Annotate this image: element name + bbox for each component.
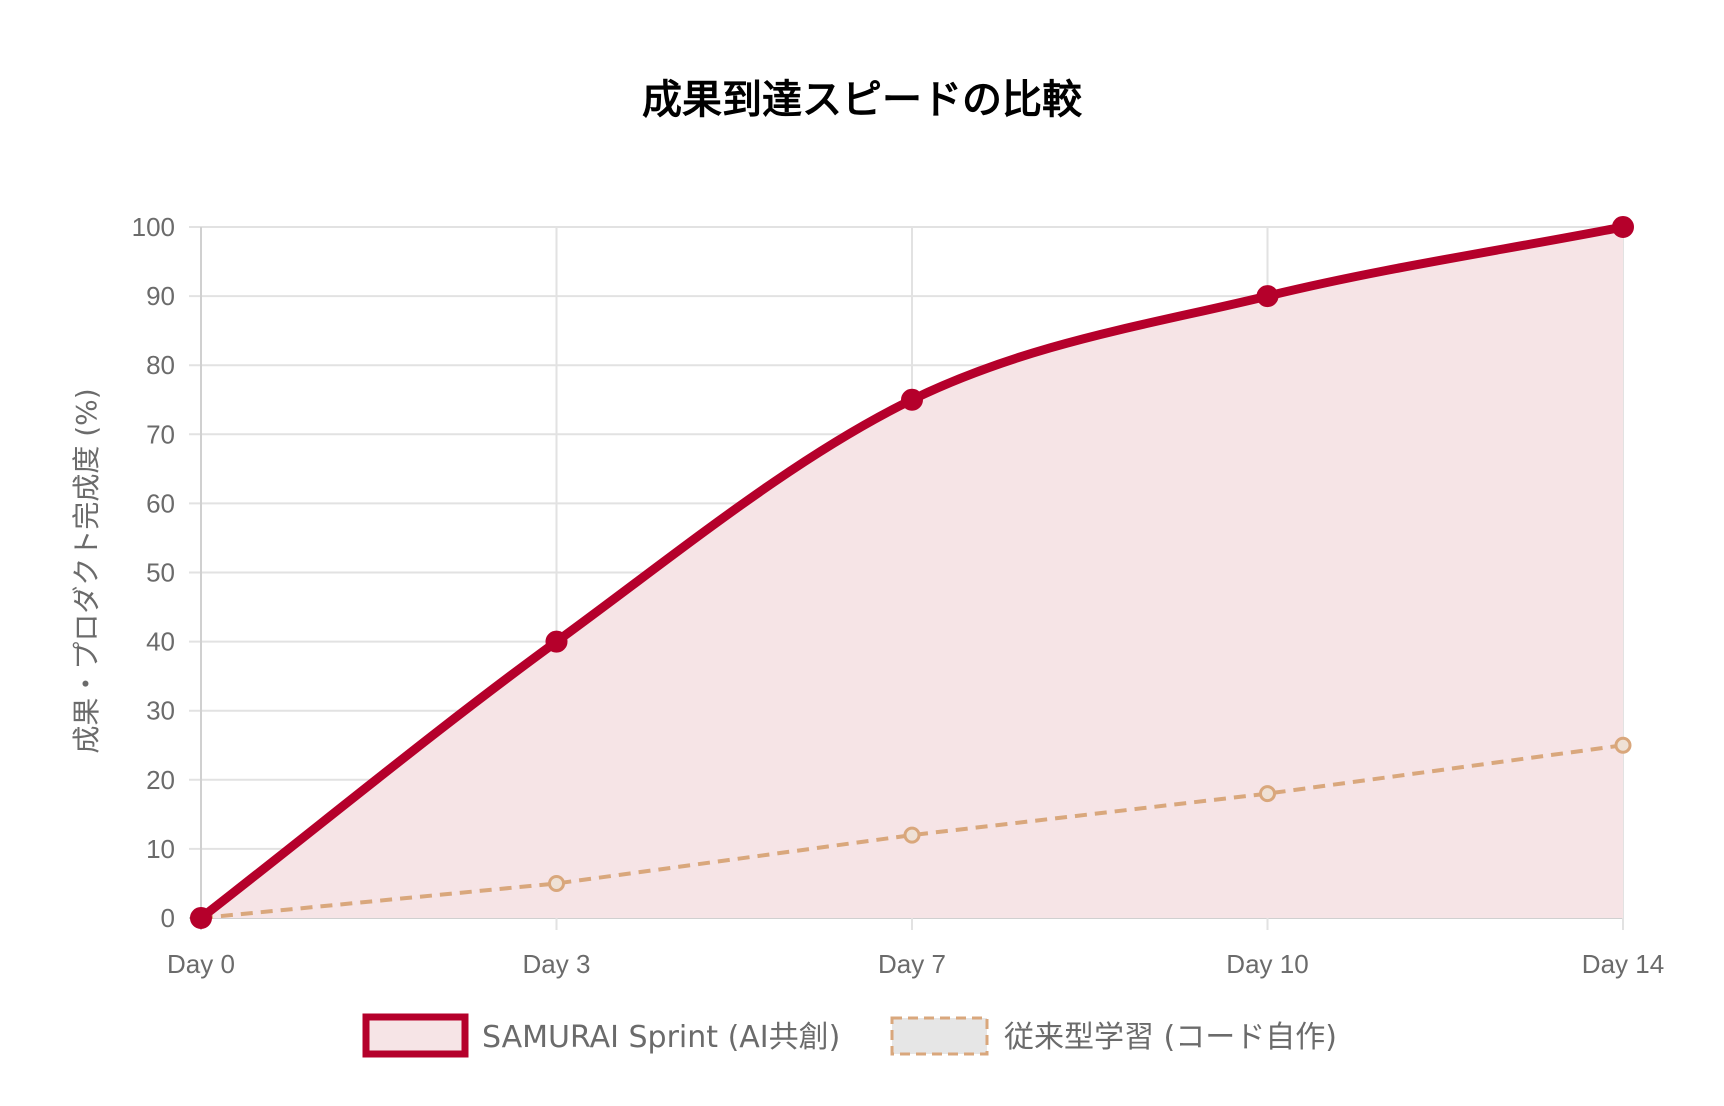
- legend-item-traditional[interactable]: 従来型学習 (コード自作): [890, 1016, 1337, 1056]
- point-samurai-4: [1612, 216, 1634, 238]
- chart-title: 成果到達スピードの比較: [642, 77, 1083, 123]
- series: [190, 216, 1634, 929]
- y-tick-label-20: 20: [146, 765, 175, 795]
- y-tick-label-70: 70: [146, 419, 175, 449]
- point-traditional-4: [1614, 736, 1632, 754]
- legend-swatch-traditional: [890, 1016, 989, 1056]
- point-traditional-1: [548, 874, 565, 892]
- legend-item-samurai[interactable]: SAMURAI Sprint (AI共創): [362, 1013, 840, 1058]
- y-axis-label: 成果・プロダクト完成度 (%): [70, 388, 103, 753]
- point-traditional-2: [903, 826, 921, 844]
- point-samurai-2: [901, 388, 923, 411]
- y-tick-label-40: 40: [146, 627, 175, 657]
- point-traditional-3: [1259, 785, 1276, 803]
- y-tick-label-10: 10: [146, 834, 175, 864]
- y-tick-label-100: 100: [132, 212, 175, 242]
- y-tick-label-60: 60: [146, 488, 175, 518]
- y-tick-label-0: 0: [161, 903, 175, 933]
- legend-swatch-samurai: [362, 1013, 469, 1058]
- point-samurai-3: [1256, 285, 1279, 308]
- y-tick-label-30: 30: [146, 696, 175, 726]
- y-tick-label-50: 50: [146, 558, 175, 588]
- x-tick-label-3: Day 10: [1226, 949, 1308, 979]
- point-samurai-0: [190, 907, 212, 929]
- x-tick-label-0: Day 0: [167, 949, 235, 979]
- y-tick-label-80: 80: [146, 350, 175, 380]
- x-tick-label-2: Day 7: [878, 949, 946, 979]
- x-axis-ticks: Day 0 Day 3 Day 7 Day 10 Day 14: [167, 949, 1664, 979]
- x-tick-label-4: Day 14: [1582, 949, 1664, 979]
- point-samurai-1: [545, 630, 568, 653]
- legend-label-traditional: 従来型学習 (コード自作): [1004, 1020, 1337, 1055]
- series-area-samurai: [201, 227, 1623, 918]
- legend[interactable]: SAMURAI Sprint (AI共創) 従来型学習 (コード自作): [362, 1013, 1337, 1058]
- y-tick-label-90: 90: [146, 281, 175, 311]
- x-tick-label-1: Day 3: [523, 949, 591, 979]
- legend-label-samurai: SAMURAI Sprint (AI共創): [482, 1020, 840, 1055]
- y-axis-ticks: 0 10 20 30 40 50 60 70 80 90 100: [132, 212, 175, 933]
